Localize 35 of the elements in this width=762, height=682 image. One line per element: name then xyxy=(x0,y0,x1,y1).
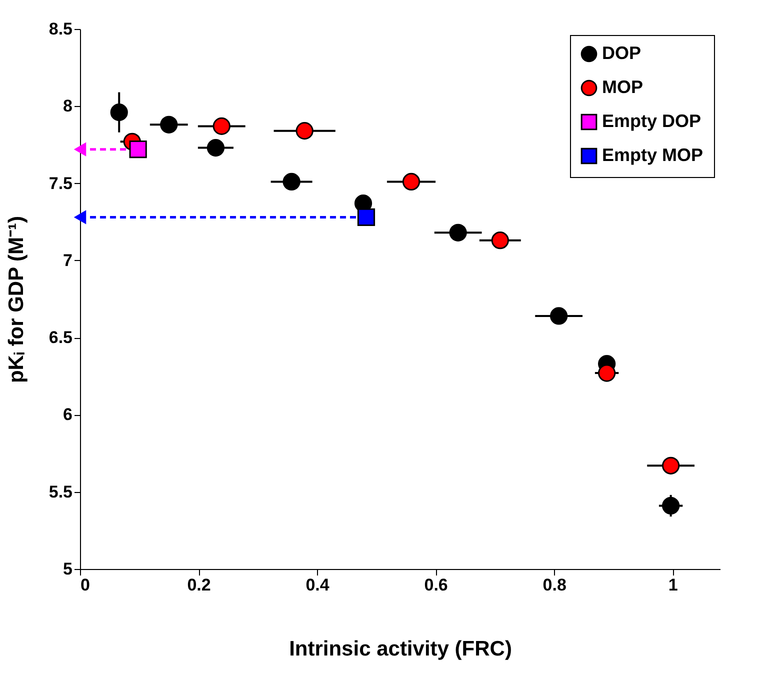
point xyxy=(282,172,300,191)
point xyxy=(212,117,230,135)
point xyxy=(662,456,680,474)
y-tick-label: 5.5 xyxy=(48,482,72,502)
legend-label: DOP xyxy=(602,43,642,63)
point xyxy=(129,140,147,158)
x-tick-label: 1 xyxy=(668,576,678,594)
point xyxy=(402,172,420,191)
y-tick-label: 6 xyxy=(63,405,72,424)
y-tick-label: 6.5 xyxy=(48,328,72,348)
y-tick-label: 8.5 xyxy=(48,20,72,38)
x-tick-label: 0.8 xyxy=(542,576,566,594)
point xyxy=(160,116,178,134)
legend-label: Empty MOP xyxy=(602,145,704,165)
legend-label: MOP xyxy=(602,77,644,97)
y-tick-label: 8 xyxy=(63,96,72,116)
point xyxy=(110,104,128,122)
x-tick-label: 0 xyxy=(80,576,90,594)
point xyxy=(598,364,616,382)
point xyxy=(449,224,467,242)
x-axis-title: Intrinsic activity (FRC) xyxy=(289,638,512,660)
x-tick-label: 0.4 xyxy=(306,576,330,594)
point xyxy=(662,496,680,515)
point xyxy=(206,139,225,157)
x-tick-label: 0.2 xyxy=(187,576,211,594)
legend-label: Empty DOP xyxy=(602,111,702,131)
y-tick-label: 7 xyxy=(63,250,72,270)
y-tick-label: 7.5 xyxy=(48,174,72,193)
x-tick-label: 0.6 xyxy=(424,576,448,594)
y-axis-title: pKᵢ for GDP (M⁻¹) xyxy=(4,216,28,384)
point xyxy=(296,122,314,140)
point xyxy=(491,232,509,250)
point xyxy=(357,208,376,226)
y-tick-label: 5 xyxy=(63,560,72,578)
point xyxy=(550,307,568,325)
